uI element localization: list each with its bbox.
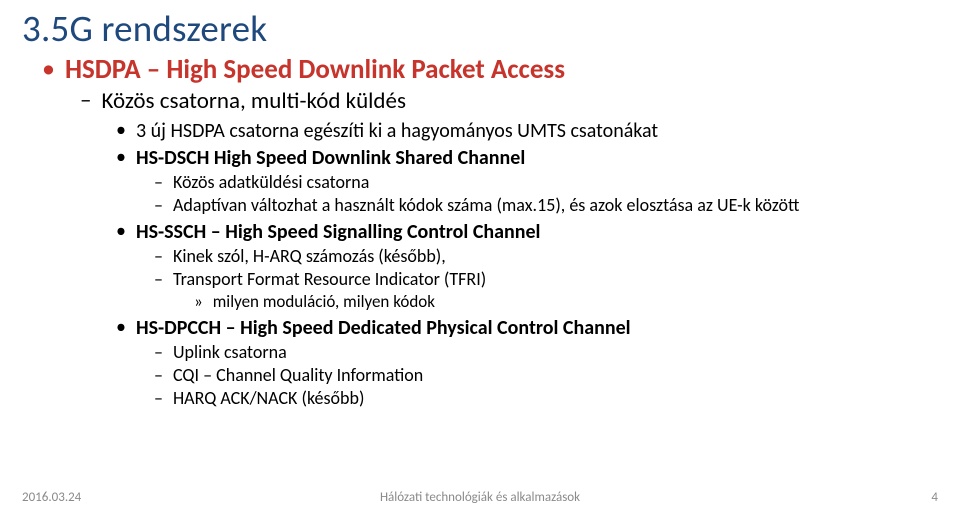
- bullet-level-4: – CQI – Channel Quality Information: [154, 364, 938, 387]
- footer-date: 2016.03.24: [22, 490, 81, 505]
- dash-icon: –: [154, 245, 163, 268]
- bullet-dot-icon: •: [116, 315, 126, 339]
- dash-icon: –: [154, 194, 163, 217]
- l4a-text: Közös adatküldési csatorna: [173, 171, 369, 194]
- l2a-text: Közös csatorna, multi-kód küldés: [101, 87, 405, 117]
- l1-text: HSDPA – High Speed Downlink Packet Acces…: [65, 53, 565, 86]
- bullet-dot-icon: •: [116, 219, 126, 243]
- bullet-level-4: – Közös adatküldési csatorna: [154, 171, 938, 194]
- bullet-level-3: • 3 új HSDPA csatorna egészíti ki a hagy…: [116, 118, 938, 144]
- l5a-text: milyen moduláció, milyen kódok: [213, 291, 435, 313]
- bullet-level-4: – HARQ ACK/NACK (később): [154, 387, 938, 410]
- bullet-level-3: • HS-DSCH High Speed Downlink Shared Cha…: [116, 145, 938, 171]
- bullet-level-5: » milyen moduláció, milyen kódok: [194, 291, 938, 313]
- raquo-icon: »: [194, 291, 203, 313]
- l4b-text: Adaptívan változhat a használt kódok szá…: [173, 194, 799, 217]
- dash-icon: –: [154, 171, 163, 194]
- l3c-text: HS-SSCH – High Speed Signalling Control …: [136, 219, 541, 245]
- l3b-text: HS-DSCH High Speed Downlink Shared Chann…: [136, 145, 525, 171]
- dash-icon: –: [154, 387, 163, 410]
- bullet-level-3: • HS-SSCH – High Speed Signalling Contro…: [116, 219, 938, 245]
- bullet-level-4: – Uplink csatorna: [154, 341, 938, 364]
- bullet-level-4: – Transport Format Resource Indicator (T…: [154, 268, 938, 291]
- bullet-dot-icon: •: [116, 118, 126, 142]
- slide-footer: 2016.03.24 Hálózati technológiák és alka…: [22, 490, 938, 505]
- footer-title: Hálózati technológiák és alkalmazások: [22, 490, 938, 505]
- bullet-dot-icon: •: [116, 145, 126, 169]
- bullet-level-4: – Kinek szól, H-ARQ számozás (később),: [154, 245, 938, 268]
- bullet-level-3: • HS-DPCCH – High Speed Dedicated Physic…: [116, 315, 938, 341]
- l4f-text: CQI – Channel Quality Information: [173, 364, 423, 387]
- dash-icon: –: [154, 364, 163, 387]
- bullet-dot-icon: •: [42, 55, 55, 81]
- slide: 3.5G rendszerek • HSDPA – High Speed Dow…: [0, 0, 960, 513]
- dash-icon: –: [154, 268, 163, 291]
- bullet-level-2: – Közös csatorna, multi-kód küldés: [80, 87, 938, 117]
- l4e-text: Uplink csatorna: [173, 341, 287, 364]
- bullet-level-1: • HSDPA – High Speed Downlink Packet Acc…: [42, 53, 938, 86]
- l4d-text: Transport Format Resource Indicator (TFR…: [173, 268, 486, 291]
- l3a-text: 3 új HSDPA csatorna egészíti ki a hagyom…: [136, 118, 658, 144]
- l4c-text: Kinek szól, H-ARQ számozás (később),: [173, 245, 446, 268]
- bullet-level-4: – Adaptívan változhat a használt kódok s…: [154, 194, 938, 217]
- l4g-text: HARQ ACK/NACK (később): [173, 387, 364, 410]
- footer-page-number: 4: [931, 490, 938, 505]
- dash-icon: –: [80, 87, 91, 115]
- dash-icon: –: [154, 341, 163, 364]
- l3d-text: HS-DPCCH – High Speed Dedicated Physical…: [136, 315, 631, 341]
- slide-title: 3.5G rendszerek: [22, 6, 938, 51]
